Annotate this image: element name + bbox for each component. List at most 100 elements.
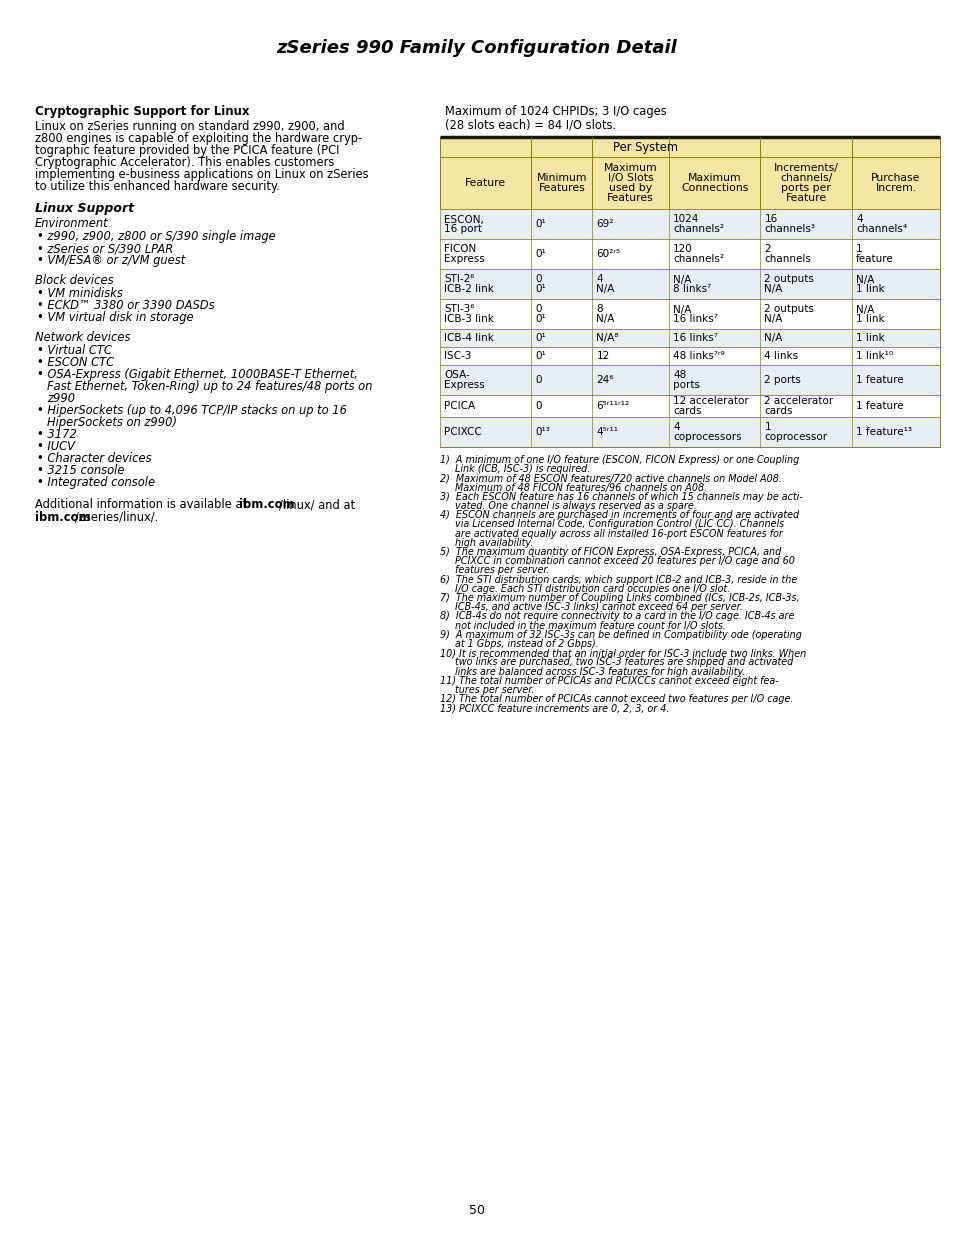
- Text: Network devices: Network devices: [35, 331, 131, 345]
- Text: 2)  Maximum of 48 ESCON features/720 active channels on Model A08.: 2) Maximum of 48 ESCON features/720 acti…: [439, 473, 781, 483]
- Text: 4: 4: [596, 274, 602, 284]
- Text: ICB-4s, and active ISC-3 links) cannot exceed 64 per server.: ICB-4s, and active ISC-3 links) cannot e…: [439, 603, 742, 613]
- Text: 16 port: 16 port: [443, 224, 481, 233]
- Text: 4)  ESCON channels are purchased in increments of four and are activated: 4) ESCON channels are purchased in incre…: [439, 510, 799, 520]
- Bar: [439, 417, 939, 447]
- Text: N/A: N/A: [763, 314, 782, 324]
- Text: ICB-3 link: ICB-3 link: [443, 314, 494, 324]
- Text: channels/: channels/: [780, 173, 832, 183]
- Text: 8)  ICB-4s do not require connectivity to a card in the I/O cage. ICB-4s are: 8) ICB-4s do not require connectivity to…: [439, 611, 794, 621]
- Text: 12: 12: [596, 351, 609, 362]
- Text: 8: 8: [596, 305, 602, 315]
- Text: PCIXCC: PCIXCC: [443, 427, 481, 437]
- Text: • VM/ESA® or z/VM guest: • VM/ESA® or z/VM guest: [37, 254, 185, 267]
- Text: • z990, z900, z800 or S/390 single image: • z990, z900, z800 or S/390 single image: [37, 230, 275, 243]
- Text: cards: cards: [672, 406, 700, 416]
- Text: Environment: Environment: [35, 217, 109, 230]
- Text: • 3172: • 3172: [37, 429, 77, 441]
- Text: not included in the maximum feature count for I/O slots.: not included in the maximum feature coun…: [439, 621, 725, 631]
- Text: feature: feature: [855, 254, 893, 264]
- Text: 0¹: 0¹: [535, 314, 546, 324]
- Text: PCICA: PCICA: [443, 401, 475, 411]
- Text: 2 accelerator: 2 accelerator: [763, 396, 833, 406]
- Text: Cryptographic Support for Linux: Cryptographic Support for Linux: [35, 105, 250, 119]
- Text: zSeries 990 Family Configuration Detail: zSeries 990 Family Configuration Detail: [276, 40, 677, 57]
- Text: Link (ICB, ISC-3) is required.: Link (ICB, ISC-3) is required.: [439, 464, 590, 474]
- Text: ICB-4 link: ICB-4 link: [443, 333, 494, 343]
- Text: FICON: FICON: [443, 245, 476, 254]
- Text: 16 links⁷: 16 links⁷: [672, 333, 717, 343]
- Text: STI-3⁶: STI-3⁶: [443, 305, 474, 315]
- Text: 10) It is recommended that an initial order for ISC-3 include two links. When: 10) It is recommended that an initial or…: [439, 648, 805, 658]
- Text: coprocessors: coprocessors: [672, 432, 740, 442]
- Text: channels²: channels²: [672, 254, 723, 264]
- Text: coprocessor: coprocessor: [763, 432, 827, 442]
- Text: 2 ports: 2 ports: [763, 375, 801, 385]
- Text: • Character devices: • Character devices: [37, 452, 152, 466]
- Text: tographic feature provided by the PCICA feature (PCI: tographic feature provided by the PCICA …: [35, 144, 339, 157]
- Text: Linux Support: Linux Support: [35, 203, 134, 215]
- Bar: [439, 137, 939, 157]
- Bar: [439, 299, 939, 329]
- Text: 11) The total number of PCICAs and PCIXCCs cannot exceed eight fea-: 11) The total number of PCICAs and PCIXC…: [439, 676, 778, 685]
- Text: • ECKD™ 3380 or 3390 DASDs: • ECKD™ 3380 or 3390 DASDs: [37, 299, 214, 312]
- Text: Feature: Feature: [785, 193, 826, 203]
- Bar: [439, 157, 939, 209]
- Text: 3)  Each ESCON feature has 16 channels of which 15 channels may be acti-: 3) Each ESCON feature has 16 channels of…: [439, 492, 801, 501]
- Text: 9)  A maximum of 32 ISC-3s can be defined in Compatibility ode (operating: 9) A maximum of 32 ISC-3s can be defined…: [439, 630, 801, 640]
- Bar: [439, 209, 939, 240]
- Text: 1 feature: 1 feature: [855, 401, 902, 411]
- Text: 1 link: 1 link: [855, 314, 883, 324]
- Text: • IUCV: • IUCV: [37, 440, 75, 453]
- Text: Features: Features: [538, 183, 585, 193]
- Text: N/A: N/A: [855, 305, 874, 315]
- Text: OSA-: OSA-: [443, 370, 469, 380]
- Text: 4: 4: [855, 215, 862, 225]
- Text: Feature: Feature: [465, 178, 506, 188]
- Bar: [439, 269, 939, 299]
- Text: STI-2⁶: STI-2⁶: [443, 274, 474, 284]
- Text: 1 link: 1 link: [855, 333, 883, 343]
- Text: • OSA-Express (Gigabit Ethernet, 1000BASE-T Ethernet,: • OSA-Express (Gigabit Ethernet, 1000BAS…: [37, 368, 357, 382]
- Text: I/O cage. Each STI distribution card occupies one I/O slot.: I/O cage. Each STI distribution card occ…: [439, 584, 729, 594]
- Text: 0¹: 0¹: [535, 333, 546, 343]
- Text: 1 feature: 1 feature: [855, 375, 902, 385]
- Text: 0: 0: [535, 375, 541, 385]
- Text: to utilize this enhanced hardware security.: to utilize this enhanced hardware securi…: [35, 180, 279, 193]
- Text: • VM minidisks: • VM minidisks: [37, 287, 123, 300]
- Text: N/A: N/A: [763, 333, 782, 343]
- Text: channels²: channels²: [672, 224, 723, 233]
- Text: 4 links: 4 links: [763, 351, 798, 362]
- Text: 6⁵ʳ¹¹ʳ¹²: 6⁵ʳ¹¹ʳ¹²: [596, 401, 629, 411]
- Text: 0: 0: [535, 401, 541, 411]
- Text: I/O Slots: I/O Slots: [607, 173, 653, 183]
- Text: 1 link¹⁰: 1 link¹⁰: [855, 351, 892, 362]
- Text: • HiperSockets (up to 4,096 TCP/IP stacks on up to 16: • HiperSockets (up to 4,096 TCP/IP stack…: [37, 404, 347, 417]
- Text: 6)  The STI distribution cards, which support ICB-2 and ICB-3, reside in the: 6) The STI distribution cards, which sup…: [439, 574, 797, 584]
- Text: are activated equally across all installed 16-port ESCON features for: are activated equally across all install…: [439, 529, 782, 538]
- Text: 0: 0: [535, 305, 541, 315]
- Text: 0¹: 0¹: [535, 249, 546, 259]
- Bar: [439, 329, 939, 347]
- Text: links are balanced across ISC-3 features for high availability.: links are balanced across ISC-3 features…: [439, 667, 744, 677]
- Bar: [439, 347, 939, 366]
- Text: tures per server.: tures per server.: [439, 685, 534, 695]
- Text: 13) PCIXCC feature increments are 0, 2, 3, or 4.: 13) PCIXCC feature increments are 0, 2, …: [439, 704, 669, 714]
- Text: Purchase: Purchase: [870, 173, 920, 183]
- Text: 1)  A minimum of one I/O feature (ESCON, FICON Express) or one Coupling: 1) A minimum of one I/O feature (ESCON, …: [439, 454, 799, 466]
- Text: ports: ports: [672, 380, 700, 390]
- Text: ports per: ports per: [781, 183, 830, 193]
- Text: 0¹: 0¹: [535, 220, 546, 230]
- Text: Minimum: Minimum: [537, 173, 587, 183]
- Text: • Integrated console: • Integrated console: [37, 475, 155, 489]
- Text: N/A⁸: N/A⁸: [596, 333, 618, 343]
- Text: N/A: N/A: [596, 284, 615, 294]
- Text: HiperSockets on z990): HiperSockets on z990): [47, 416, 177, 429]
- Text: Block devices: Block devices: [35, 274, 113, 287]
- Text: • 3215 console: • 3215 console: [37, 464, 125, 477]
- Text: z800 engines is capable of exploiting the hardware cryp-: z800 engines is capable of exploiting th…: [35, 132, 362, 144]
- Text: N/A: N/A: [672, 305, 691, 315]
- Text: (28 slots each) = 84 I/O slots.: (28 slots each) = 84 I/O slots.: [444, 119, 616, 131]
- Text: at 1 Gbps, instead of 2 Gbps).: at 1 Gbps, instead of 2 Gbps).: [439, 638, 598, 650]
- Text: Increments/: Increments/: [773, 163, 838, 173]
